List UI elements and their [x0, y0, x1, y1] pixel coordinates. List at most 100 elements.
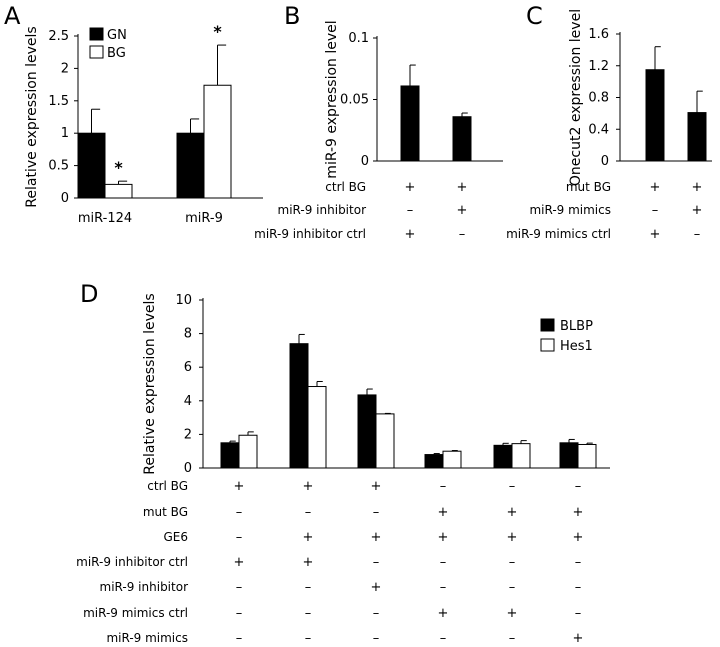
panel-c-condition-mark: +: [692, 180, 703, 195]
panel-b-bar: [452, 116, 472, 162]
panel-c-condition-mark: –: [694, 227, 701, 242]
panel-d-condition-mark: +: [234, 555, 245, 570]
panel-letter-b: B: [284, 2, 300, 30]
panel-b-ytick-label: 0: [361, 154, 369, 169]
panel-d-condition-mark: –: [509, 631, 516, 646]
panel-b-bar: [400, 85, 420, 162]
panel-d-condition-mark: +: [438, 530, 449, 545]
panel-a-category-label: miR-9: [185, 211, 223, 226]
panel-d-legend-label: Hes1: [560, 339, 593, 354]
panel-d-condition-mark: –: [373, 631, 380, 646]
panel-d-condition-mark: +: [573, 631, 584, 646]
panel-d-condition-mark: +: [573, 530, 584, 545]
panel-d-condition-mark: +: [438, 505, 449, 520]
panel-a-legend-label: BG: [107, 46, 126, 61]
panel-d-condition-mark: +: [507, 606, 518, 621]
panel-a-category-label: miR-124: [78, 211, 132, 226]
panel-d-condition-mark: +: [234, 479, 245, 494]
panel-b-condition-mark: +: [457, 203, 468, 218]
panel-c-ytick-label: 0: [601, 154, 609, 169]
panel-d-condition-mark: +: [507, 530, 518, 545]
panel-d-condition-label: miR-9 inhibitor ctrl: [76, 555, 188, 569]
panel-d-condition-label: miR-9 mimics: [106, 631, 188, 645]
panel-d-condition-mark: –: [440, 580, 447, 595]
panel-d-legend-swatch: [540, 318, 555, 332]
panel-d-condition-mark: +: [303, 479, 314, 494]
panel-b-condition-mark: +: [405, 180, 416, 195]
panel-d-condition-mark: +: [438, 606, 449, 621]
panel-c-ytick-label: 0.4: [588, 122, 609, 137]
panel-d-condition-mark: –: [575, 606, 582, 621]
panel-c-ytick-label: 1.6: [588, 27, 609, 42]
panel-d-bar: [511, 443, 531, 469]
panel-d-condition-mark: +: [573, 505, 584, 520]
panel-d-condition-mark: –: [440, 479, 447, 494]
panel-d-condition-mark: –: [575, 555, 582, 570]
panel-d-ytick-label: 8: [184, 327, 192, 342]
panel-d-condition-mark: –: [236, 580, 243, 595]
panel-c-condition-label: mut BG: [566, 180, 611, 194]
panel-d-bar: [493, 444, 513, 469]
panel-d-ytick-label: 6: [184, 360, 192, 375]
panel-d-condition-mark: +: [371, 479, 382, 494]
panel-d-condition-mark: –: [509, 580, 516, 595]
panel-d-condition-mark: +: [507, 505, 518, 520]
panel-c-condition-label: miR-9 mimics ctrl: [506, 227, 611, 241]
panel-d-condition-mark: –: [575, 479, 582, 494]
panel-d-ytick-label: 2: [184, 427, 192, 442]
panel-d-condition-mark: –: [236, 606, 243, 621]
panel-d-condition-label: mut BG: [143, 505, 188, 519]
panel-d-condition-mark: –: [305, 631, 312, 646]
panel-c-condition-label: miR-9 mimics: [529, 203, 611, 217]
panel-d-condition-mark: –: [575, 580, 582, 595]
panel-a-ytick-label: 0: [61, 191, 69, 206]
panel-c-y-axis-title: Onecut2 expression level: [568, 9, 584, 186]
panel-d-condition-mark: –: [509, 555, 516, 570]
panel-d-condition-mark: +: [303, 555, 314, 570]
panel-a-ytick-label: 1.5: [48, 94, 69, 109]
panel-d-ytick-label: 0: [184, 461, 192, 476]
panel-d-condition-mark: +: [371, 530, 382, 545]
panel-d-condition-mark: –: [509, 479, 516, 494]
panel-a-bar: [203, 84, 232, 199]
panel-c-condition-mark: +: [692, 203, 703, 218]
panel-a-ytick-label: 1: [61, 126, 69, 141]
panel-a-ytick-label: 2: [61, 61, 69, 76]
panel-d-y-axis-title: Relative expression levels: [142, 293, 158, 474]
panel-c-condition-mark: +: [650, 227, 661, 242]
panel-d-condition-mark: –: [373, 505, 380, 520]
panel-b-condition-mark: +: [405, 227, 416, 242]
panel-d-condition-mark: –: [305, 505, 312, 520]
panel-b-ytick-label: 0.05: [340, 93, 369, 108]
panel-d-bar: [424, 454, 444, 469]
panel-d-condition-mark: –: [305, 580, 312, 595]
panel-a-legend-swatch: [89, 27, 104, 41]
panel-b-y-axis-title: miR-9 expression level: [324, 20, 340, 178]
panel-letter-c: C: [526, 2, 543, 30]
panel-a-legend-label: GN: [107, 28, 127, 43]
panel-d-bar: [357, 394, 377, 469]
panel-a-significance-star: *: [213, 22, 222, 41]
panel-c-ytick-label: 0.8: [588, 91, 609, 106]
panel-c-condition-mark: +: [650, 180, 661, 195]
panel-d-condition-label: miR-9 mimics ctrl: [83, 606, 188, 620]
panel-letter-d: D: [80, 280, 98, 308]
panel-d-bar: [559, 442, 579, 469]
panel-c-ytick-label: 1.2: [588, 59, 609, 74]
panel-d-legend-swatch: [540, 338, 555, 352]
panel-d-bar: [442, 450, 462, 469]
panel-a-bar: [77, 132, 106, 199]
panel-d-condition-label: GE6: [163, 530, 188, 544]
panel-d-condition-mark: –: [305, 606, 312, 621]
panel-d-condition-label: ctrl BG: [147, 479, 188, 493]
panel-a-legend-swatch: [89, 45, 104, 59]
panel-d-bar: [289, 343, 309, 469]
panel-a-bar: [176, 132, 205, 199]
panel-b-condition-mark: –: [407, 203, 414, 218]
panel-b-ytick-label: 0.1: [348, 31, 369, 46]
panel-a-ytick-label: 2.5: [48, 29, 69, 44]
panel-c-condition-mark: –: [652, 203, 659, 218]
panel-d-ytick-label: 4: [184, 394, 192, 409]
panel-a-significance-star: *: [114, 158, 123, 177]
